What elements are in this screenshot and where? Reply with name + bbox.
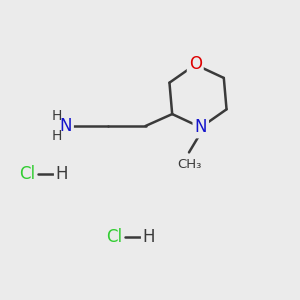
Text: N: N [60, 117, 72, 135]
Text: Cl: Cl [19, 165, 35, 183]
Text: H: H [51, 130, 62, 143]
Text: Cl: Cl [106, 228, 122, 246]
Text: CH₃: CH₃ [177, 158, 201, 170]
Text: H: H [55, 165, 68, 183]
Text: N: N [194, 118, 207, 136]
Text: H: H [142, 228, 155, 246]
Text: O: O [189, 55, 202, 73]
Text: H: H [51, 109, 62, 122]
